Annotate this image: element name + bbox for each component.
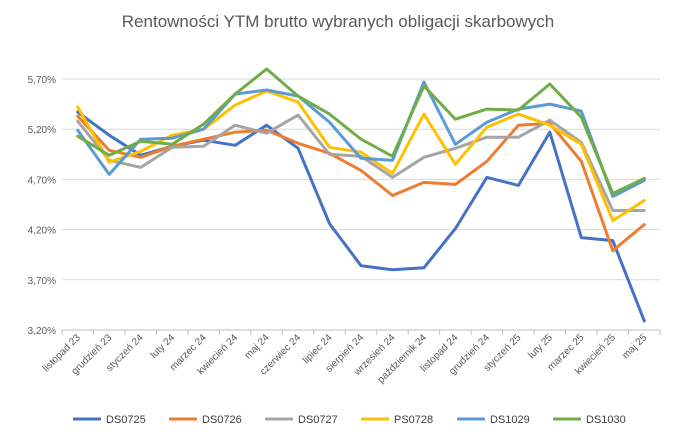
- legend-label: PS0728: [394, 414, 433, 426]
- series-line-ds1030: [76, 67, 646, 195]
- legend-label: DS0725: [106, 414, 146, 426]
- y-tick-label: 3,20%: [28, 326, 56, 337]
- x-tick-label: maj 25: [620, 332, 649, 361]
- legend-item-ds1030: DS1030: [553, 414, 626, 426]
- series-line-ds0726: [76, 114, 646, 253]
- y-tick-label: 4,70%: [28, 175, 56, 186]
- series-line-ps0728: [76, 89, 646, 223]
- axes: 3,20%3,70%4,20%4,70%5,20%5,70%listopad 2…: [28, 75, 661, 386]
- legend-label: DS0727: [298, 414, 338, 426]
- legend-item-ds0727: DS0727: [265, 414, 338, 426]
- x-tick-label: maj 24: [243, 332, 272, 361]
- legend-label: DS1029: [490, 414, 530, 426]
- y-tick-label: 5,20%: [28, 125, 56, 136]
- series-lines: [76, 67, 646, 323]
- y-tick-label: 5,70%: [28, 75, 56, 86]
- legend-label: DS0726: [202, 414, 242, 426]
- legend-item-ds0726: DS0726: [169, 414, 242, 426]
- legend-label: DS1030: [586, 414, 626, 426]
- legend: DS0725 DS0726 DS0727 PS0728 DS1029 DS1030: [73, 414, 626, 426]
- x-tick-label: luty 24: [149, 332, 178, 361]
- x-tick-label: luty 25: [526, 332, 555, 361]
- chart-title: Rentowności YTM brutto wybranych obligac…: [122, 12, 554, 31]
- y-tick-label: 3,70%: [28, 276, 56, 287]
- legend-item-ds1029: DS1029: [457, 414, 530, 426]
- legend-item-ds0725: DS0725: [73, 414, 146, 426]
- legend-item-ps0728: PS0728: [361, 414, 433, 426]
- series-line-ds1029: [76, 80, 646, 198]
- y-tick-label: 4,20%: [28, 226, 56, 237]
